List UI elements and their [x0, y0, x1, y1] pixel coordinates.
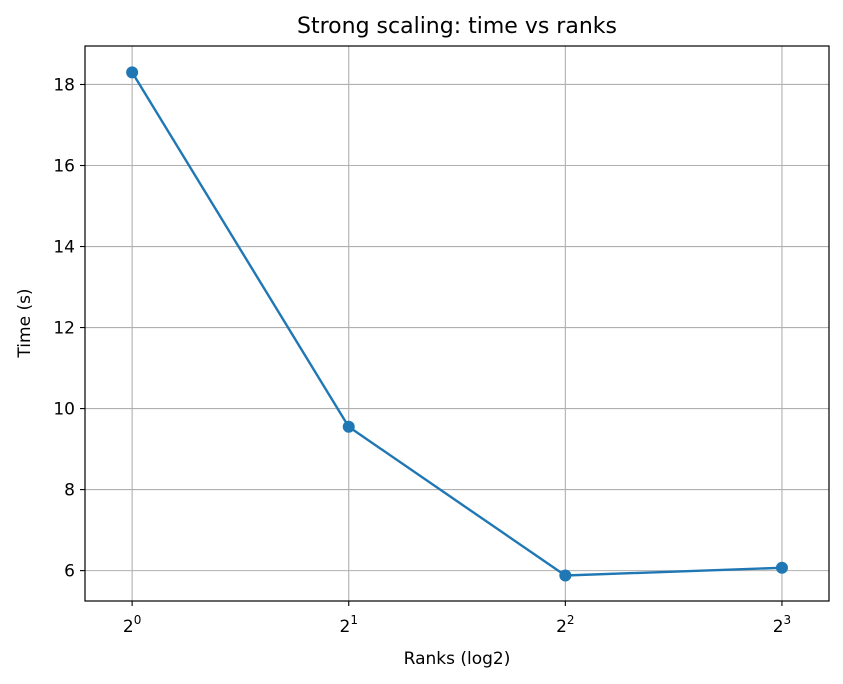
y-axis-label: Time (s) [15, 288, 35, 358]
x-tick-label: 22 [556, 613, 574, 637]
y-tick-label: 8 [64, 481, 75, 501]
y-tick-label: 6 [64, 562, 75, 582]
data-point [775, 561, 788, 574]
y-tick-label: 10 [53, 400, 75, 420]
x-tick-label: 20 [123, 613, 141, 637]
plot-area [85, 46, 829, 601]
series-group [126, 66, 788, 582]
grid [85, 46, 829, 601]
chart-title: Strong scaling: time vs ranks [297, 14, 617, 39]
y-ticks: 6 8 10 12 14 16 18 [53, 75, 85, 582]
y-tick-label: 14 [53, 238, 75, 258]
y-tick-label: 12 [53, 319, 75, 339]
x-tick-label: 21 [340, 613, 358, 637]
data-point [559, 569, 572, 582]
x-axis-label: Ranks (log2) [404, 649, 511, 669]
data-point [126, 66, 139, 79]
x-tick-label: 23 [773, 613, 791, 637]
axes-frame [84, 45, 830, 602]
series-line [131, 71, 782, 577]
y-tick-label: 18 [53, 75, 75, 95]
data-point [342, 420, 355, 433]
x-ticks: 20 21 22 23 [123, 601, 791, 637]
y-tick-label: 16 [53, 157, 75, 177]
